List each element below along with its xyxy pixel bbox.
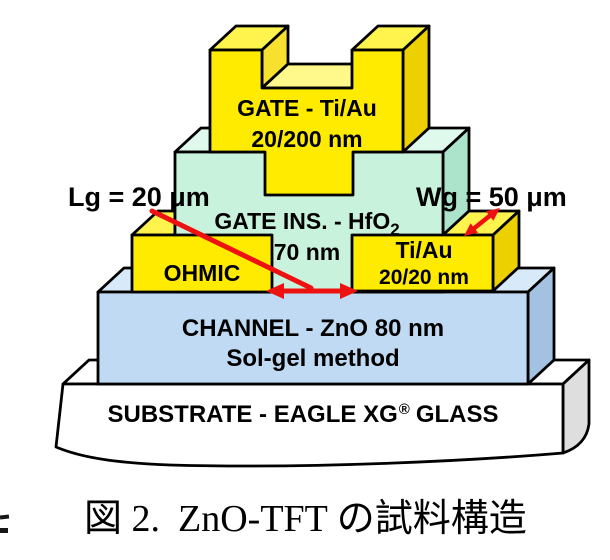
- gate-block: GATE - Ti/Au 20/200 nm: [208, 24, 431, 197]
- gate-insulator-thickness-label: 70 nm: [274, 239, 340, 265]
- gate-label-line1: GATE - Ti/Au: [237, 95, 377, 121]
- source-drain-material-label: Ti/Au: [395, 237, 452, 263]
- channel-label-line2: Sol-gel method: [226, 345, 399, 372]
- gate-length-arrowhead-right: [340, 283, 358, 299]
- figure-number: 図 2.: [84, 498, 161, 540]
- ohmic-contact-block: OHMIC: [130, 233, 274, 294]
- channel-front-face: [96, 290, 530, 386]
- tft-structure-diagram: SUBSTRATE - EAGLE XG® GLASS CHANNEL - ZnO…: [54, 24, 591, 468]
- gate-length-leader-line: [149, 208, 314, 291]
- source-drain-front-face: [350, 233, 495, 293]
- gate-width-arrowhead-lower: [464, 223, 478, 236]
- gate-length-label: Lg = 20 μm: [68, 182, 210, 212]
- dimension-annotations: Lg = 20 μm Wg = 50 μm: [68, 182, 567, 299]
- gate-length-arrowhead-left: [266, 283, 284, 299]
- source-drain-thickness-label: 20/20 nm: [379, 266, 469, 289]
- gate-label-line2: 20/200 nm: [251, 126, 362, 152]
- gate-width-arrowhead-upper: [486, 208, 500, 221]
- ohmic-contact-top-face: [130, 209, 177, 237]
- source-drain-contact-block: Ti/Au 20/20 nm: [350, 209, 521, 293]
- ohmic-contact-label: OHMIC: [164, 260, 241, 286]
- clipped-character-fragment: [0, 514, 10, 520]
- gate-width-label: Wg = 50 μm: [416, 182, 567, 212]
- gate-insulator-label: GATE INS. - HfO2: [214, 208, 399, 239]
- substrate-front-face: [54, 382, 565, 468]
- figure-caption-title: ZnO-TFT の試料構造: [178, 498, 527, 540]
- ohmic-contact-front-face: [130, 233, 274, 294]
- channel-block: CHANNEL - ZnO 80 nm Sol-gel method: [96, 266, 556, 386]
- gate-front-face: [208, 48, 405, 197]
- gate-width-double-arrow: [469, 211, 495, 233]
- channel-label-line1: CHANNEL - ZnO 80 nm: [182, 315, 444, 342]
- clipped-character-fragment: [0, 528, 8, 533]
- gate-side-face: [401, 24, 431, 154]
- substrate-label: SUBSTRATE - EAGLE XG® GLASS: [108, 401, 499, 428]
- figure-caption: 図 2. ZnO-TFT の試料構造: [84, 500, 527, 538]
